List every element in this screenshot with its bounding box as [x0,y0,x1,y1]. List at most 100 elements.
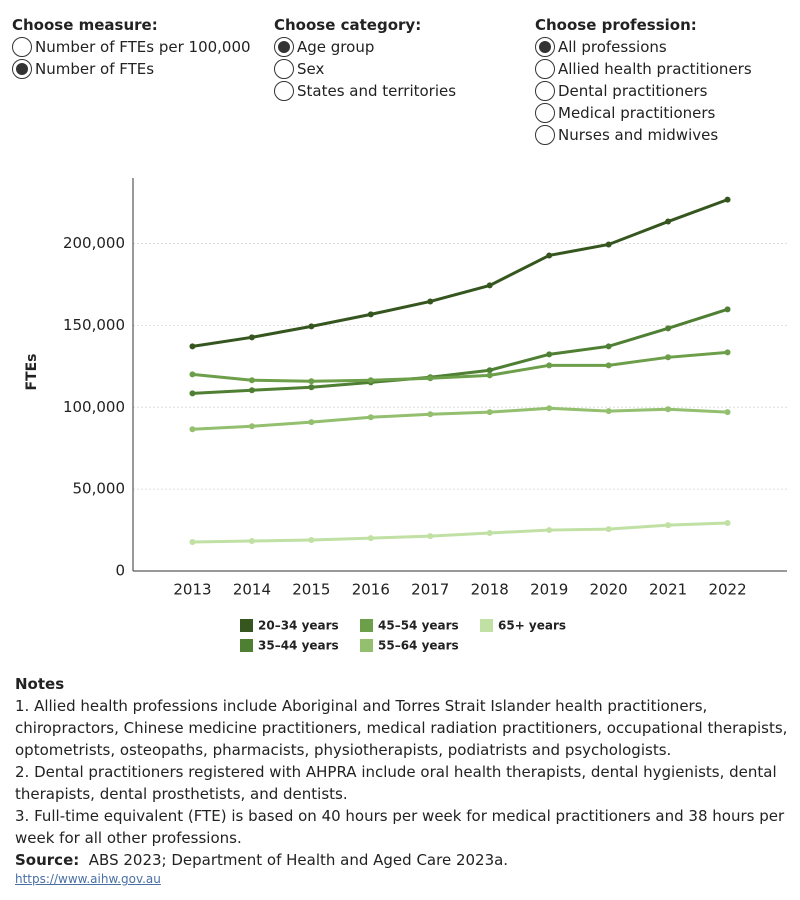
radio-button[interactable] [12,37,32,57]
option-label: Allied health practitioners [558,60,752,78]
option-label: Nurses and midwives [558,126,719,144]
radio-button[interactable] [274,81,294,101]
radio-button[interactable] [535,81,555,101]
radio-group: Choose profession: All professions Allied … [535,14,752,146]
radio-option[interactable]: Medical practitioners [535,102,752,124]
data-point [486,372,493,379]
series-line [192,521,728,544]
legend-swatch [480,619,493,632]
note: 1. Allied health professions include Abo… [15,697,788,759]
data-point [665,325,672,332]
option-label: Medical practitioners [558,104,716,122]
radio-button[interactable] [274,37,294,57]
data-point [189,343,196,350]
data-point [367,377,374,384]
data-point [724,409,731,416]
legend-label: 35–44 years [258,639,339,653]
data-point [308,419,315,426]
legend-label: 45–54 years [378,619,459,633]
data-point [248,387,255,394]
option-label: States and territories [297,82,457,100]
source-text: ABS 2023; Department of Health and Aged … [88,851,509,869]
notes: Notes 1. Allied health professions inclu… [15,673,790,887]
data-point [486,282,493,289]
data-point [189,426,196,433]
chart: FTEs 0 50,000 100,000 150,000 200,000 2013 201… [24,178,787,653]
y-tick-label: 50,000 [73,480,126,498]
data-point [486,530,493,537]
x-tick-label: 2015 [292,581,330,599]
series-line [192,307,729,395]
group-title: Choose measure: [12,16,158,34]
data-point [189,539,196,546]
legend-swatch [240,619,253,632]
legend-swatch [240,639,253,652]
x-tick-label: 2018 [471,581,509,599]
data-point [486,367,493,374]
y-tick-label: 150,000 [63,316,125,334]
y-axis-label: FTEs [24,353,40,390]
radio-group: Choose category: Age group Sex States and t… [274,14,456,102]
data-point [605,408,612,415]
radio-option[interactable]: All professions [535,36,752,58]
data-point [427,533,434,540]
data-point [189,371,196,378]
radio-option[interactable]: Sex [274,58,456,80]
notes-list: 1. Allied health professions include Abo… [15,695,790,849]
data-point [665,218,672,225]
x-tick-label: 2016 [352,581,390,599]
data-point [248,377,255,384]
data-point [546,527,553,534]
radio-option[interactable]: Nurses and midwives [535,124,752,146]
x-tick-label: 2013 [173,581,211,599]
series-line [192,198,729,348]
legend-label: 65+ years [498,619,566,633]
radio-button[interactable] [535,125,555,145]
option-label: Number of FTEs per 100,000 [35,38,251,56]
data-point [248,538,255,545]
data-point [248,334,255,341]
option-label: Dental practitioners [558,82,708,100]
radio-option[interactable]: Allied health practitioners [535,58,752,80]
x-tick-label: 2017 [411,581,449,599]
source: Source: ABS 2023; Department of Health a… [15,849,790,871]
legend-label: 20–34 years [258,619,339,633]
radio-button[interactable] [535,59,555,79]
data-point [308,323,315,330]
data-point [486,409,493,416]
radio-button[interactable] [535,103,555,123]
note: 3. Full-time equivalent (FTE) is based o… [15,807,785,847]
series-line [192,406,728,431]
radio-button[interactable] [12,59,32,79]
series-line [192,350,728,383]
data-point [546,362,553,369]
y-tick-label: 0 [115,562,125,580]
radio-option[interactable]: States and territories [274,80,456,102]
data-point [665,522,672,529]
data-point [308,537,315,544]
x-tick-label: 2021 [649,581,687,599]
radio-option[interactable]: Number of FTEs [12,58,251,80]
x-tick-label: 2020 [590,581,628,599]
data-point [427,375,434,382]
note: 2. Dental practitioners registered with … [15,763,777,803]
radio-button[interactable] [535,37,555,57]
data-point [546,405,553,412]
data-point [189,390,196,397]
x-tick-label: 2022 [708,581,746,599]
option-label: Age group [297,38,375,56]
y-tick-label: 100,000 [63,398,125,416]
radio-option[interactable]: Age group [274,36,456,58]
data-point [367,414,374,421]
data-point [724,196,731,203]
data-point [308,378,315,385]
legend-label: 55–64 years [378,639,459,653]
radio-button[interactable] [274,59,294,79]
radio-option[interactable]: Dental practitioners [535,80,752,102]
link[interactable]: https://www.aihw.gov.au [15,872,161,886]
data-point [724,520,731,527]
data-point [605,343,612,350]
data-point [427,411,434,418]
radio-option[interactable]: Number of FTEs per 100,000 [12,36,251,58]
